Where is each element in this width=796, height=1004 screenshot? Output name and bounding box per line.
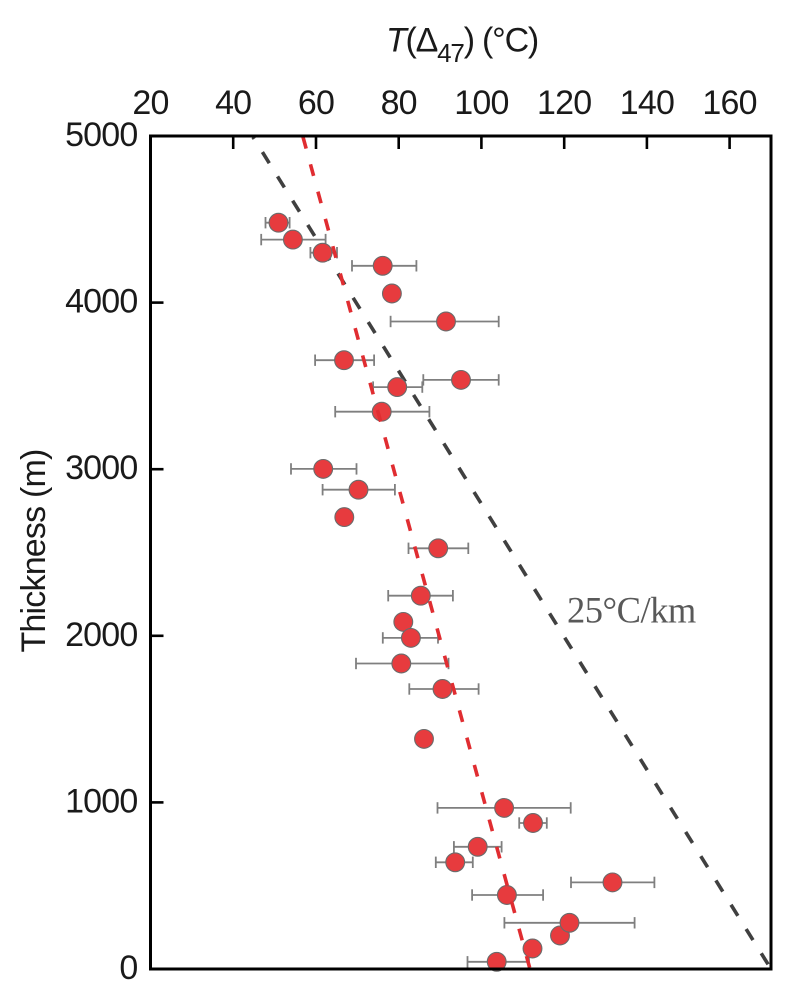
- svg-text:5000: 5000: [65, 116, 137, 154]
- svg-text:100: 100: [454, 84, 508, 122]
- svg-text:80: 80: [381, 84, 417, 122]
- svg-text:1000: 1000: [65, 782, 137, 820]
- svg-text:Thickness (m): Thickness (m): [15, 449, 53, 652]
- svg-text:160: 160: [702, 84, 756, 122]
- svg-text:60: 60: [298, 84, 334, 122]
- svg-text:4000: 4000: [65, 283, 137, 321]
- svg-text:0: 0: [119, 949, 137, 987]
- svg-text:3000: 3000: [65, 449, 137, 487]
- svg-text:20: 20: [132, 84, 168, 122]
- svg-text:40: 40: [215, 84, 251, 122]
- svg-text:25°C/km: 25°C/km: [567, 590, 696, 631]
- svg-text:2000: 2000: [65, 616, 137, 654]
- svg-text:140: 140: [620, 84, 674, 122]
- svg-text:120: 120: [537, 84, 591, 122]
